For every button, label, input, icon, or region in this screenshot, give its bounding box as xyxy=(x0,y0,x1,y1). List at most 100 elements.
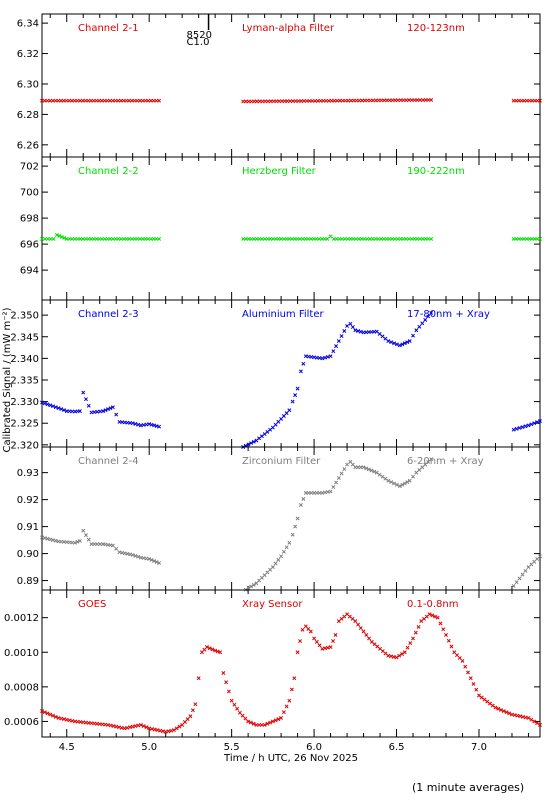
data-point xyxy=(400,482,405,487)
y-tick-label: 0.92 xyxy=(17,495,39,506)
data-point xyxy=(345,462,350,467)
data-point xyxy=(163,729,168,734)
data-point xyxy=(308,629,313,634)
data-point xyxy=(276,419,281,424)
y-tick-label: 6.34 xyxy=(17,19,39,30)
data-point xyxy=(323,646,328,651)
data-point xyxy=(466,670,470,675)
data-point xyxy=(328,489,333,494)
y-axis-title: Calibrated Signal / (mW m⁻²) xyxy=(2,307,13,452)
data-point xyxy=(300,627,305,632)
data-point xyxy=(512,713,517,718)
data-point xyxy=(138,722,143,727)
data-point xyxy=(171,728,176,733)
data-point xyxy=(279,554,284,559)
data-point xyxy=(284,545,289,550)
data-point xyxy=(493,705,498,710)
data-point xyxy=(394,342,399,347)
data-point xyxy=(48,403,53,408)
data-point xyxy=(394,482,399,487)
data-point xyxy=(417,467,422,472)
data-point xyxy=(538,722,542,727)
panel-label: Channel 2-3 xyxy=(78,309,139,320)
data-point xyxy=(521,714,525,719)
panel-label: Channel 2-2 xyxy=(78,166,139,177)
data-point xyxy=(342,329,347,333)
data-point xyxy=(336,339,341,344)
data-point xyxy=(331,485,336,489)
data-point xyxy=(441,627,446,632)
data-point xyxy=(287,408,292,413)
data-point xyxy=(276,717,281,722)
data-point xyxy=(73,540,77,545)
data-point xyxy=(529,562,534,567)
data-point xyxy=(532,559,537,564)
data-point xyxy=(190,708,195,713)
data-point xyxy=(520,572,525,577)
data-point xyxy=(246,442,251,447)
data-point xyxy=(426,314,431,319)
data-point xyxy=(177,724,182,729)
data-point xyxy=(334,480,339,485)
data-point xyxy=(290,532,295,537)
data-point xyxy=(446,638,451,643)
data-point xyxy=(59,716,64,721)
data-point xyxy=(420,465,425,470)
y-tick-label: 698 xyxy=(20,214,39,225)
data-point xyxy=(273,561,278,566)
data-point xyxy=(273,422,278,427)
data-point xyxy=(114,546,119,551)
data-point xyxy=(485,699,490,704)
data-point xyxy=(526,716,531,720)
data-point xyxy=(526,423,531,428)
data-point xyxy=(507,711,512,716)
y-tick-label: 2.330 xyxy=(10,397,39,408)
data-point xyxy=(526,565,531,570)
data-point xyxy=(157,561,162,565)
data-point xyxy=(265,570,270,575)
data-point xyxy=(290,399,295,404)
panel-label: Channel 2-1 xyxy=(78,23,139,34)
data-point xyxy=(268,720,273,725)
data-point xyxy=(361,465,366,470)
data-point xyxy=(117,725,121,730)
data-point xyxy=(429,236,434,241)
data-point xyxy=(407,339,412,344)
data-point xyxy=(499,707,503,712)
data-point xyxy=(408,641,413,645)
data-point xyxy=(284,704,289,709)
data-point xyxy=(122,726,127,731)
data-point xyxy=(389,340,394,345)
data-point xyxy=(54,233,59,237)
data-point xyxy=(51,404,55,409)
data-point xyxy=(147,557,152,561)
data-point xyxy=(331,349,336,354)
data-point xyxy=(251,582,256,587)
data-point xyxy=(438,621,443,626)
panel-label: 17-80nm + Xray xyxy=(407,309,490,320)
data-point xyxy=(259,575,264,580)
data-point xyxy=(182,720,187,724)
data-point xyxy=(45,711,50,716)
data-point xyxy=(204,645,209,650)
data-point xyxy=(298,503,303,507)
data-point xyxy=(538,554,542,559)
data-point xyxy=(279,716,284,720)
data-point xyxy=(106,722,110,727)
data-point xyxy=(392,341,397,346)
event-label: 8520 xyxy=(187,30,212,41)
data-point xyxy=(130,552,135,557)
data-point xyxy=(42,536,47,541)
data-point xyxy=(511,583,516,588)
y-tick-label: 696 xyxy=(20,240,39,251)
data-point xyxy=(86,537,91,542)
data-point xyxy=(325,236,330,241)
data-point xyxy=(98,409,103,414)
data-point xyxy=(224,680,229,685)
data-point xyxy=(158,728,163,733)
data-point xyxy=(511,427,516,432)
data-point xyxy=(293,524,298,529)
data-point xyxy=(427,612,432,617)
data-point xyxy=(477,693,481,698)
data-point xyxy=(174,726,179,731)
